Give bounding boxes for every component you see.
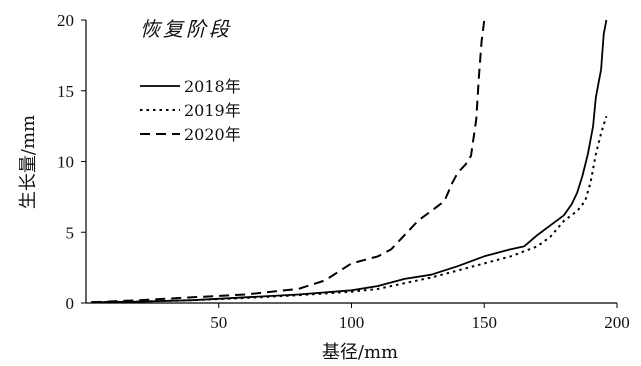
x-axis-title: 基径/mm [322, 342, 398, 363]
x-tick-label: 50 [210, 313, 227, 332]
y-tick-label: 10 [57, 153, 74, 172]
y-tick-label: 0 [66, 294, 75, 313]
legend: 2018年 2019年 2020年 [140, 77, 241, 144]
legend-label: 2019年 [184, 101, 241, 120]
legend-label: 2020年 [184, 125, 241, 144]
y-tick-label: 15 [57, 82, 74, 101]
series-line-2018年 [91, 19, 608, 304]
x-tick-label: 150 [472, 313, 498, 332]
y-tick-label: 20 [57, 11, 74, 30]
series-line-2020年 [91, 19, 486, 304]
ticks: 50 100 150 200 0 5 10 15 20 [57, 11, 630, 332]
chart-title: 恢复阶段 [140, 17, 232, 41]
y-axis-title: 生长量/mm [18, 115, 39, 209]
axes [85, 20, 617, 304]
series-line-2019年 [91, 115, 608, 304]
series-layer [91, 19, 608, 304]
y-tick-label: 5 [66, 223, 75, 242]
legend-label: 2018年 [184, 77, 241, 96]
x-tick-label: 100 [339, 313, 365, 332]
x-tick-label: 200 [604, 313, 630, 332]
